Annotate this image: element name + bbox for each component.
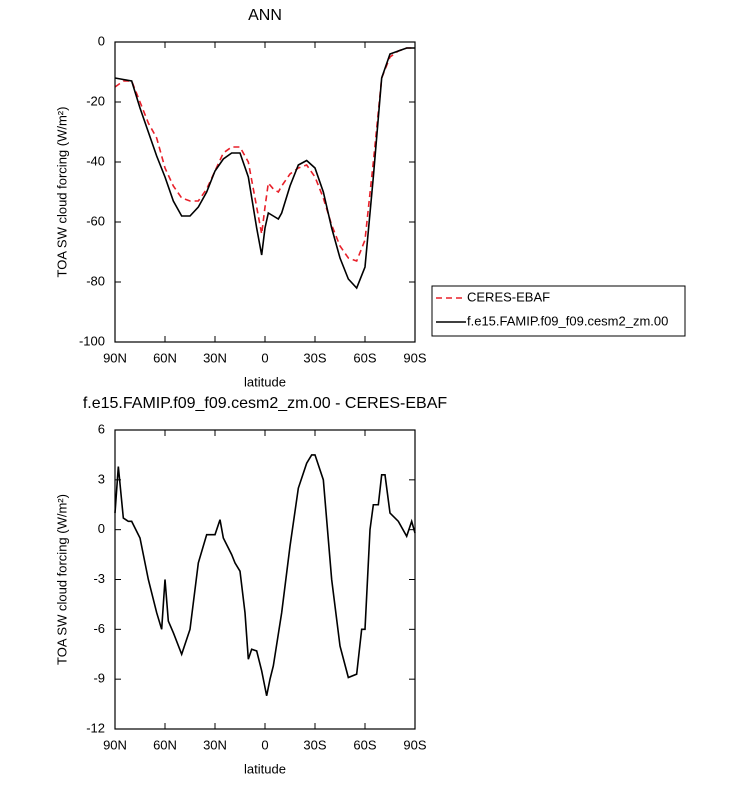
plot-frame — [114, 41, 416, 343]
y-tick-label: -9 — [93, 671, 105, 686]
y-tick-label: -60 — [86, 213, 105, 228]
x-tick-label: 60N — [153, 350, 177, 365]
chart-title: ANN — [248, 7, 282, 24]
x-tick-label: 90N — [103, 350, 127, 365]
x-tick-label: 30N — [203, 737, 227, 752]
y-axis-label: TOA SW cloud forcing (W/m²) — [54, 107, 69, 278]
y-tick-label: -100 — [79, 333, 105, 348]
y-axis-label: TOA SW cloud forcing (W/m²) — [54, 494, 69, 665]
x-tick-label: 30N — [203, 350, 227, 365]
x-tick-label: 0 — [261, 737, 268, 752]
chart-title: f.e15.FAMIP.f09_f09.cesm2_zm.00 - CERES-… — [83, 395, 448, 412]
x-tick-label: 30S — [303, 737, 326, 752]
x-tick-label: 90N — [103, 737, 127, 752]
y-tick-label: -3 — [93, 571, 105, 586]
legend-label: f.e15.FAMIP.f09_f09.cesm2_zm.00 — [467, 313, 668, 328]
x-axis-label: latitude — [244, 374, 286, 389]
plot-frame — [114, 429, 416, 730]
y-tick-label: -12 — [86, 720, 105, 735]
x-tick-label: 60S — [353, 737, 376, 752]
y-tick-label: 0 — [98, 33, 105, 48]
legend-box — [431, 285, 686, 337]
legend-label: CERES-EBAF — [467, 289, 550, 304]
x-tick-label: 0 — [261, 350, 268, 365]
x-axis-label: latitude — [244, 761, 286, 776]
y-tick-label: -20 — [86, 93, 105, 108]
x-tick-label: 60N — [153, 737, 177, 752]
y-tick-label: 6 — [98, 421, 105, 436]
y-tick-label: 0 — [98, 521, 105, 536]
x-tick-label: 90S — [403, 737, 426, 752]
y-tick-label: -40 — [86, 153, 105, 168]
y-tick-label: 3 — [98, 471, 105, 486]
y-tick-label: -6 — [93, 621, 105, 636]
x-tick-label: 60S — [353, 350, 376, 365]
x-tick-label: 30S — [303, 350, 326, 365]
x-tick-label: 90S — [403, 350, 426, 365]
data-line — [114, 47, 415, 263]
data-line — [114, 47, 415, 290]
y-tick-label: -80 — [86, 273, 105, 288]
data-line — [114, 454, 416, 696]
